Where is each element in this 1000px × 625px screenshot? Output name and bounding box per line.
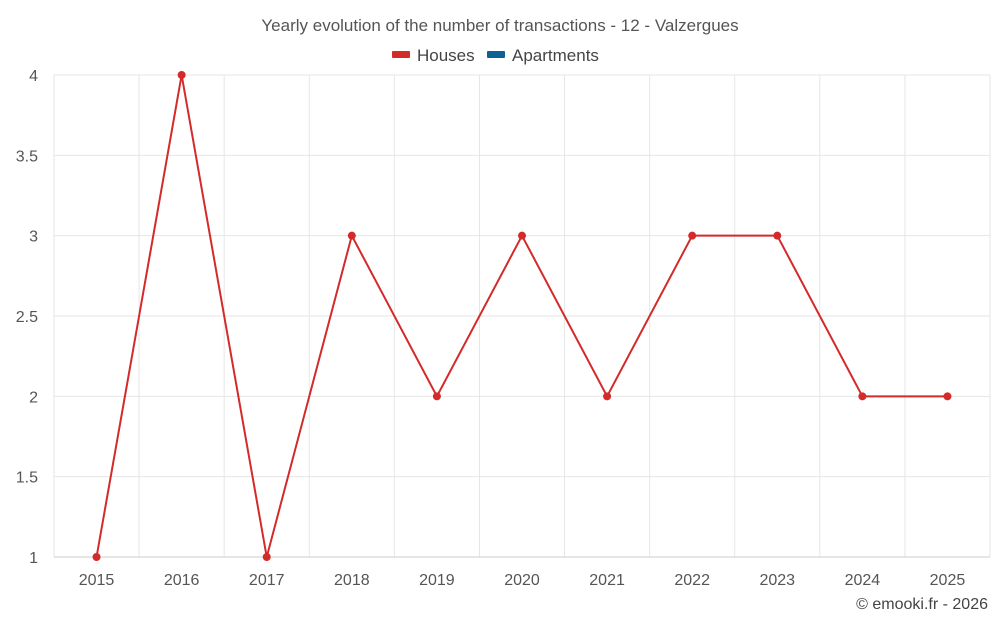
- legend-label-houses[interactable]: Houses: [417, 46, 475, 65]
- x-tick-label: 2019: [419, 572, 455, 589]
- y-tick-label: 1: [29, 550, 38, 567]
- x-tick-label: 2025: [930, 572, 966, 589]
- x-tick-label: 2015: [79, 572, 115, 589]
- legend-swatch-houses[interactable]: [392, 51, 410, 58]
- x-tick-label: 2018: [334, 572, 370, 589]
- legend: Houses Apartments: [392, 46, 599, 65]
- data-point-houses[interactable]: [858, 392, 867, 401]
- x-axis-ticks: 2015 2016 2017 2018 2019 2020 2021 2022 2023 2024…: [79, 572, 966, 589]
- x-tick-label: 2016: [164, 572, 200, 589]
- data-point-houses[interactable]: [688, 231, 697, 240]
- chart-title: Yearly evolution of the number of transa…: [261, 16, 738, 35]
- credit-text: © emooki.fr - 2026: [856, 596, 988, 613]
- x-tick-label: 2017: [249, 572, 285, 589]
- y-axis-ticks: 1 1.5 2 2.5 3 3.5 4: [16, 68, 38, 567]
- data-point-houses[interactable]: [603, 392, 612, 401]
- x-tick-label: 2023: [759, 572, 795, 589]
- y-tick-label: 1.5: [16, 470, 38, 487]
- data-point-houses[interactable]: [262, 553, 271, 561]
- y-tick-label: 4: [29, 68, 38, 85]
- data-point-houses[interactable]: [432, 392, 441, 401]
- y-tick-label: 3: [29, 229, 38, 246]
- data-point-houses[interactable]: [943, 392, 952, 401]
- data-point-houses[interactable]: [518, 231, 526, 240]
- data-point-houses[interactable]: [92, 553, 101, 561]
- data-point-houses[interactable]: [347, 231, 356, 240]
- x-tick-label: 2022: [674, 572, 710, 589]
- legend-label-apartments[interactable]: Apartments: [512, 46, 599, 65]
- y-tick-label: 2: [29, 389, 38, 406]
- legend-swatch-apartments[interactable]: [487, 51, 505, 58]
- x-tick-label: 2024: [845, 572, 881, 589]
- x-tick-label: 2020: [504, 572, 540, 589]
- y-tick-label: 2.5: [16, 309, 38, 326]
- x-tick-label: 2021: [589, 572, 625, 589]
- y-tick-label: 3.5: [16, 148, 38, 165]
- series-area: [92, 71, 952, 561]
- data-point-houses[interactable]: [177, 71, 186, 79]
- data-point-houses[interactable]: [773, 231, 782, 240]
